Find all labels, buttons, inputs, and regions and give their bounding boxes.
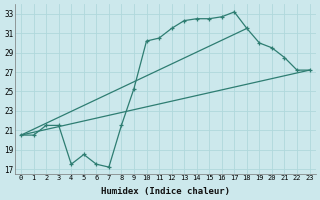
X-axis label: Humidex (Indice chaleur): Humidex (Indice chaleur) xyxy=(101,187,230,196)
